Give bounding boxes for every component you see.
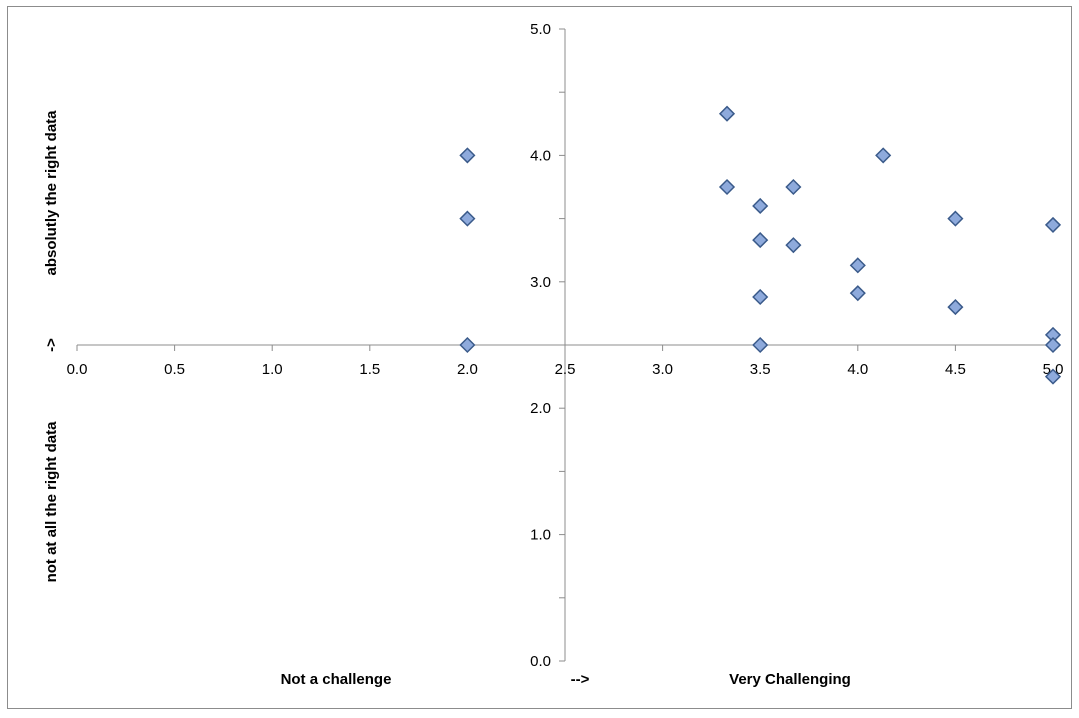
y-tick-label: 2.0 [530, 400, 551, 417]
x-tick-label: 0.5 [164, 361, 185, 378]
y-tick-label: 4.0 [530, 147, 551, 164]
data-point [718, 105, 736, 122]
x-tick-label: 3.0 [652, 361, 673, 378]
data-point [1044, 216, 1062, 233]
data-point [718, 178, 736, 196]
data-point [947, 210, 964, 227]
x-tick-label: 1.5 [359, 361, 380, 378]
data-point [785, 178, 802, 196]
x-tick-label: 3.5 [750, 361, 771, 378]
data-point [459, 147, 476, 164]
x-tick-label: 4.5 [945, 361, 966, 378]
chart-border [7, 6, 1072, 709]
y-axis-title-bottom: not at all the right data [43, 421, 60, 582]
data-point [875, 147, 892, 164]
axes: 0.0 0.5 1.0 1.5 2.0 2.5 3.0 3.5 4.0 4.5 5.0 0.0 1.0 2… [67, 21, 1064, 670]
x-tick-label: 1.0 [262, 361, 283, 378]
y-tick-label: 5.0 [530, 21, 551, 38]
x-tick-label: 2.5 [555, 361, 576, 378]
data-point [752, 288, 769, 306]
x-tick-label: 4.0 [847, 361, 868, 378]
y-tick-label: 3.0 [530, 274, 551, 291]
data-point [752, 197, 769, 215]
data-point [459, 336, 476, 354]
data-points [459, 105, 1062, 385]
data-point [1044, 368, 1062, 385]
y-axis-title-arrow: -> [43, 338, 60, 352]
data-point [849, 285, 866, 302]
x-axis-title-left: Not a challenge [281, 671, 392, 688]
data-point [785, 237, 802, 254]
y-tick-label: 1.0 [530, 527, 551, 544]
data-point [947, 299, 964, 316]
y-axis-title-top: absolutly the right data [43, 110, 60, 276]
x-tick-label: 0.0 [67, 361, 88, 378]
x-tick-label: 2.0 [457, 361, 478, 378]
x-axis-title-right: Very Challenging [729, 671, 851, 688]
y-tick-label: 0.0 [530, 653, 551, 670]
data-point [752, 232, 769, 249]
x-axis-title-arrow: --> [571, 671, 590, 688]
data-point [849, 257, 866, 274]
data-point [752, 336, 769, 354]
data-point [459, 210, 476, 227]
data-point [1044, 336, 1062, 354]
